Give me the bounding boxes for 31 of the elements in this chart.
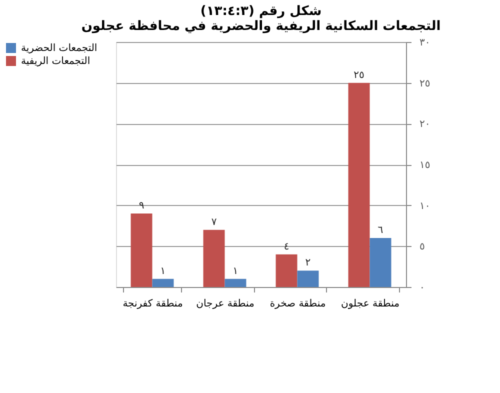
y-tick-label: ٣٠ bbox=[420, 38, 430, 48]
y-tick-label: ١٥ bbox=[420, 160, 430, 171]
text: شكل رقم (١٣:٤:٣) bbox=[200, 4, 322, 19]
y-tick-label: ٠ bbox=[420, 282, 425, 294]
data-label: ٦ bbox=[378, 225, 384, 236]
bar bbox=[276, 254, 298, 287]
data-label: ٢٥ bbox=[354, 70, 364, 81]
bar bbox=[152, 278, 174, 287]
y-tick-label: ٢٥ bbox=[420, 78, 430, 90]
data-label: ١ bbox=[232, 266, 238, 277]
data-label: ١ bbox=[160, 266, 166, 277]
data-label: ٩ bbox=[138, 200, 144, 212]
bar bbox=[348, 82, 370, 287]
x-tick-label: منطقة عرجان bbox=[196, 298, 254, 310]
bar bbox=[130, 214, 152, 287]
bar bbox=[370, 238, 392, 287]
legend-label: التجمعات الريفية bbox=[21, 56, 90, 67]
y-tick-label: ٥ bbox=[420, 242, 425, 253]
data-label: ٧ bbox=[211, 216, 218, 228]
data-label: ٤ bbox=[284, 241, 290, 252]
bar bbox=[297, 270, 319, 287]
y-tick-label: ١٠ bbox=[420, 200, 430, 212]
bar bbox=[224, 278, 246, 287]
x-tick-label: منطقة كفرنجة bbox=[122, 298, 183, 310]
x-tick-label: منطقة عجلون bbox=[341, 298, 400, 310]
text: التجمعات السكانية الريفية والحضرية في محافظة عجلون bbox=[81, 19, 441, 34]
data-label: ٢ bbox=[305, 258, 311, 269]
y-tick-label: ٢٠ bbox=[420, 119, 430, 130]
bar bbox=[203, 230, 225, 287]
x-tick-label: منطقة صخرة bbox=[270, 298, 326, 310]
legend-label: التجمعات الحضرية bbox=[21, 43, 98, 54]
